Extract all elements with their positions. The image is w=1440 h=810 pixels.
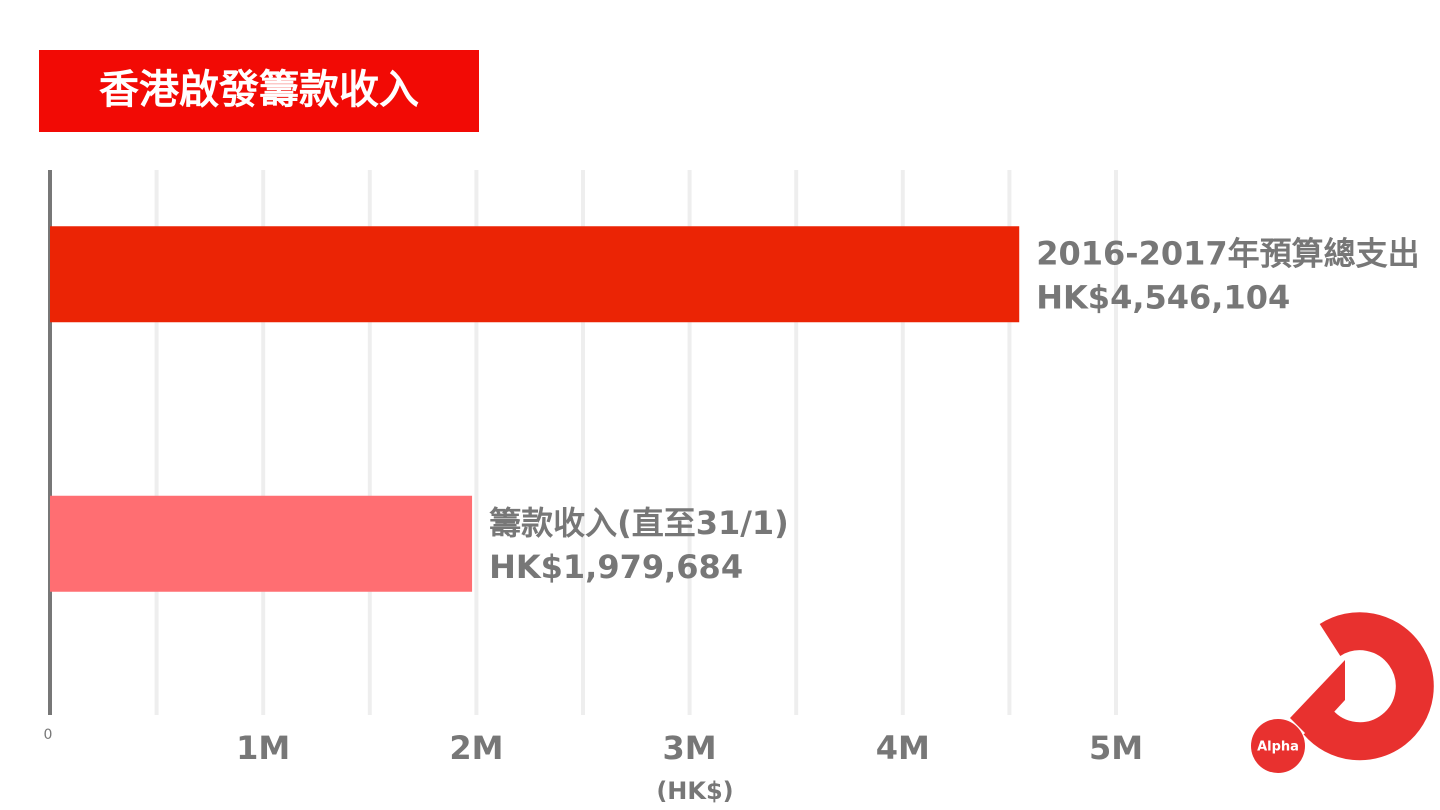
x-axis-label: (HK$) xyxy=(656,777,733,805)
x-tick-label: 2M xyxy=(449,729,503,767)
logo-dot xyxy=(1251,719,1305,773)
logo: Alpha xyxy=(1251,612,1434,773)
x-tick-label: 0 xyxy=(44,727,53,743)
bar xyxy=(50,226,1020,323)
logo-stem xyxy=(1290,660,1345,738)
bar xyxy=(50,495,473,592)
x-tick-label: 4M xyxy=(876,729,930,767)
logo-ring xyxy=(1303,612,1434,761)
title-box xyxy=(39,50,479,132)
category-label: 2016-2017年預算總支出 xyxy=(1036,234,1419,272)
value-label: HK$1,979,684 xyxy=(489,548,743,586)
x-tick-label: 1M xyxy=(236,729,290,767)
x-tick-label: 5M xyxy=(1089,729,1143,767)
chart-title: 香港啟發籌款收入 xyxy=(99,67,419,113)
x-tick-label: 3M xyxy=(663,729,717,767)
logo-text: Alpha xyxy=(1257,740,1299,755)
plot: 0 1M 2M 3M 4M 5M 2016-2017年預算總支出 HK$4,546,104 籌款… xyxy=(44,170,1420,767)
value-label: HK$4,546,104 xyxy=(1036,278,1290,316)
category-label: 籌款收入(直至31/1) xyxy=(489,504,789,542)
